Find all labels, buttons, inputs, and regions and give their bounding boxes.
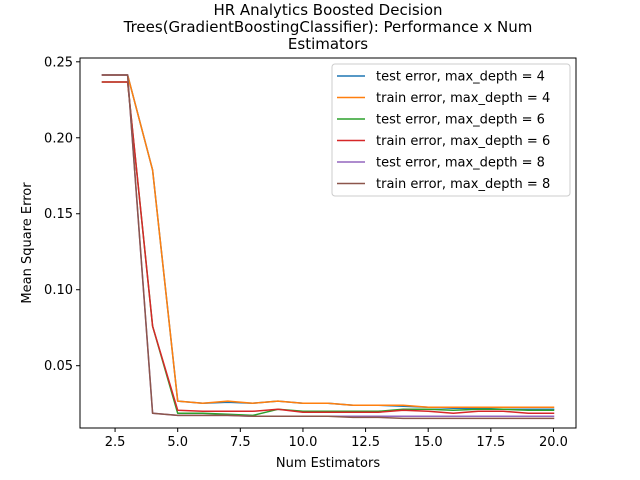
x-tick-label: 2.5 — [105, 435, 126, 450]
axis-ticks — [76, 61, 554, 432]
x-tick-label: 5.0 — [167, 435, 188, 450]
legend-label-1: test error, max_depth = 4 — [376, 70, 545, 85]
legend-label-6: train error, max_depth = 8 — [376, 177, 550, 192]
y-axis-label: Mean Square Error — [20, 182, 35, 304]
x-tick-label: 15.0 — [414, 435, 443, 450]
series-line-6 — [101, 74, 555, 420]
x-axis-label: Num Estimators — [276, 456, 380, 471]
legend-box — [331, 63, 571, 197]
legend: test error, max_depth = 4 train error, ma… — [331, 63, 571, 197]
legend-items: test error, max_depth = 4 train error, ma… — [337, 70, 550, 192]
chart-title-line-3: Estimators — [288, 35, 368, 53]
x-tick-label: 20.0 — [539, 435, 568, 450]
chart-title-line-1: HR Analytics Boosted Decision — [213, 1, 442, 19]
legend-label-3: test error, max_depth = 6 — [376, 113, 545, 128]
plot-lines — [101, 74, 555, 420]
y-tick-label: 0.25 — [44, 55, 73, 70]
series-line-4 — [101, 81, 555, 415]
y-tick-label: 0.15 — [44, 207, 73, 222]
series-line-2 — [101, 74, 555, 408]
x-tick-label: 7.5 — [230, 435, 251, 450]
legend-label-2: train error, max_depth = 4 — [376, 91, 550, 106]
chart-title-line-2: Trees(GradientBoostingClassifier): Perfo… — [123, 18, 533, 36]
x-tick-label: 12.5 — [351, 435, 380, 450]
y-tick-label: 0.10 — [44, 283, 73, 298]
y-tick-label: 0.20 — [44, 131, 73, 146]
series-line-3 — [101, 81, 555, 417]
legend-label-5: test error, max_depth = 8 — [376, 156, 545, 171]
plot-area-frame — [79, 57, 577, 429]
chart-title: HR Analytics Boosted Decision Trees(Grad… — [123, 1, 533, 53]
x-tick-label: 10.0 — [288, 435, 317, 450]
legend-label-4: train error, max_depth = 6 — [376, 134, 550, 149]
x-tick-label: 17.5 — [476, 435, 505, 450]
axis-tick-labels: 2.5 5.0 7.5 10.0 12.5 15.0 17.5 20.0 0.05 0.10 0.1… — [44, 55, 568, 450]
y-tick-label: 0.05 — [44, 359, 73, 374]
